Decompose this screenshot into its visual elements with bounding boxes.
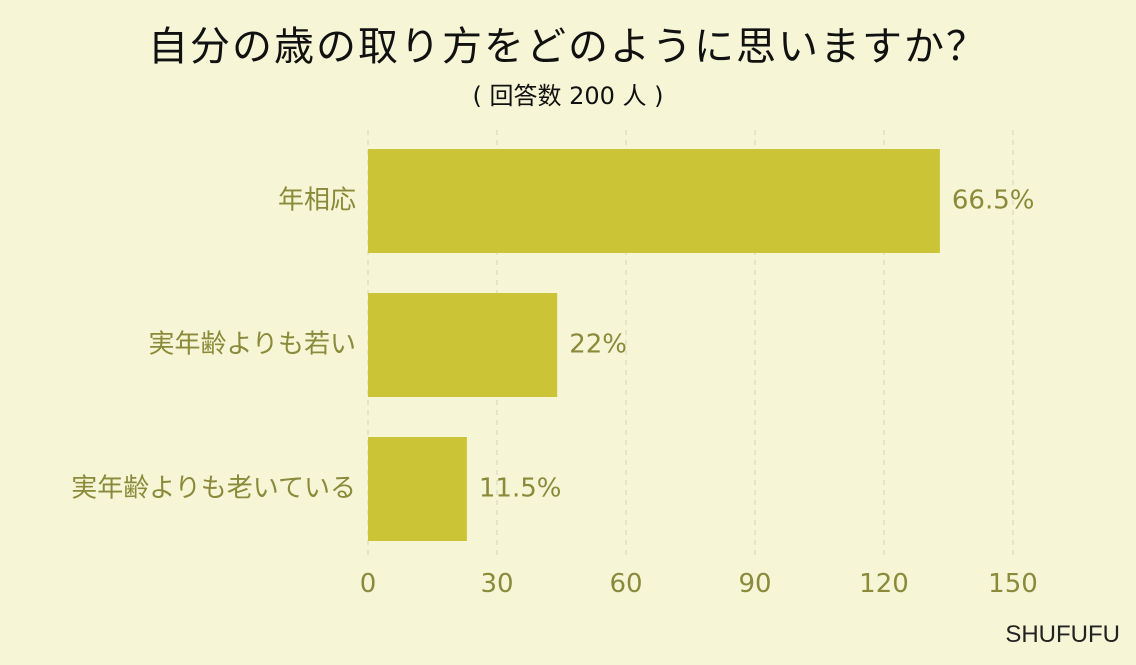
bar-0 xyxy=(368,149,940,253)
x-tick-label-150: 150 xyxy=(988,569,1038,599)
category-label-1: 実年齢よりも若い xyxy=(149,330,356,360)
x-tick-label-120: 120 xyxy=(859,569,909,599)
x-tick-label-30: 30 xyxy=(480,569,513,599)
credit-label: SHUFUFU xyxy=(1005,621,1120,648)
x-tick-label-90: 90 xyxy=(738,569,771,599)
bar-1 xyxy=(368,293,558,397)
data-label-2: 11.5% xyxy=(479,474,562,504)
bar-2 xyxy=(368,437,467,541)
chart-subtitle: ( 回答数 200 人 ) xyxy=(472,82,664,110)
data-label-1: 22% xyxy=(569,330,627,360)
data-label-0: 66.5% xyxy=(952,186,1035,216)
x-tick-label-60: 60 xyxy=(609,569,642,599)
category-label-2: 実年齢よりも老いている xyxy=(71,474,356,504)
x-tick-label-0: 0 xyxy=(360,569,377,599)
chart-title: 自分の歳の取り方をどのように思いますか？ xyxy=(148,24,988,70)
category-label-0: 年相応 xyxy=(278,186,356,216)
